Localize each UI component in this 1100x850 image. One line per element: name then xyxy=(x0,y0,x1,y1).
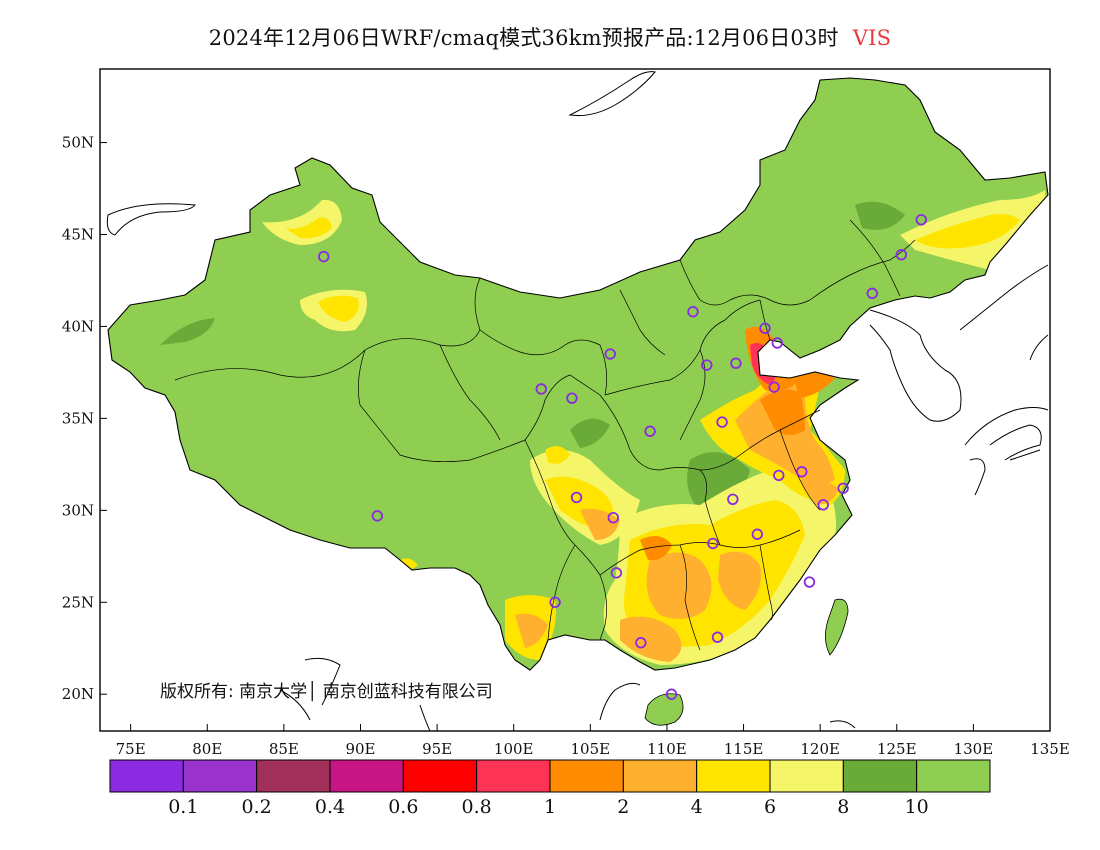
colorbar-label: 0.4 xyxy=(315,796,345,818)
station-marker xyxy=(570,491,583,504)
station-marker xyxy=(817,499,829,511)
station-marker xyxy=(915,214,927,226)
colorbar-swatch xyxy=(476,759,551,793)
station-marker xyxy=(771,337,783,349)
lon-tick-label: 110E xyxy=(647,740,687,758)
station-marker xyxy=(866,287,878,300)
china-border xyxy=(107,77,1049,671)
lon-tick-label: 130E xyxy=(954,740,994,758)
lon-tick-label: 95E xyxy=(422,740,452,758)
neighbor-coastlines xyxy=(106,71,1049,731)
map-axes: 50N 45N 40N 35N 30N 25N 20N 75E 80E 85E 90E 95E 100E… xyxy=(62,134,1070,758)
station-marker xyxy=(759,322,771,334)
colorbar-swatch xyxy=(842,759,918,793)
colorbar-label: 0.1 xyxy=(168,796,198,818)
colorbar-label: 10 xyxy=(905,796,929,818)
station-marker xyxy=(687,306,699,318)
colorbar-label: 0.2 xyxy=(242,796,272,818)
station-marker xyxy=(711,631,724,643)
station-marker xyxy=(665,688,678,700)
colorbar-swatch xyxy=(769,759,844,793)
lon-tick-label: 135E xyxy=(1030,740,1070,758)
province-boundaries xyxy=(174,219,916,651)
station-marker xyxy=(535,383,547,395)
colorbar-swatch xyxy=(916,759,991,793)
colorbar-swatch xyxy=(549,759,624,793)
lat-tick-label: 50N xyxy=(62,134,94,152)
lon-tick-label: 85E xyxy=(269,740,299,758)
colorbar-label: 8 xyxy=(837,796,849,818)
station-marker xyxy=(803,576,816,588)
lat-tick-label: 45N xyxy=(62,226,94,244)
lat-tick-label: 30N xyxy=(62,501,94,519)
station-marker xyxy=(895,249,908,261)
station-markers xyxy=(318,214,927,700)
station-marker xyxy=(318,250,330,263)
colorbar-label: 0.8 xyxy=(462,796,492,818)
colorbar-label: 1 xyxy=(544,796,556,818)
colorbar-swatch xyxy=(182,759,258,793)
map-frame xyxy=(99,68,1051,732)
title-main: 2024年12月06日WRF/cmaq模式36km预报产品:12月06日03时 xyxy=(208,26,839,50)
station-marker xyxy=(837,482,849,494)
colorbar: 0.1 0.2 0.4 0.6 0.8 1 2 4 6 8 10 xyxy=(109,759,991,818)
station-marker xyxy=(730,357,742,369)
lon-tick-label: 105E xyxy=(571,740,611,758)
station-marker xyxy=(607,511,620,524)
lon-tick-label: 90E xyxy=(345,740,375,758)
station-marker xyxy=(716,416,728,428)
station-marker xyxy=(751,528,764,540)
colorbar-swatch xyxy=(329,759,404,793)
station-marker xyxy=(371,510,384,522)
title-variable: VIS xyxy=(852,26,892,50)
station-marker xyxy=(796,466,808,478)
colorbar-swatch xyxy=(402,759,478,793)
colorbar-swatch xyxy=(696,759,771,793)
station-marker xyxy=(727,493,739,506)
lon-tick-label: 75E xyxy=(116,740,146,758)
colorbar-label: 6 xyxy=(764,796,776,818)
colorbar-label: 2 xyxy=(617,796,629,818)
station-marker xyxy=(773,469,785,482)
lon-tick-label: 100E xyxy=(494,740,534,758)
lon-tick-label: 115E xyxy=(724,740,764,758)
lat-tick-label: 35N xyxy=(62,409,94,427)
colorbar-label: 0.6 xyxy=(388,796,418,818)
station-marker xyxy=(701,359,713,371)
colorbar-label: 4 xyxy=(691,796,703,818)
hainan-island xyxy=(644,693,684,726)
station-marker xyxy=(635,637,647,649)
colorbar-swatch xyxy=(256,759,331,793)
lon-tick-label: 125E xyxy=(877,740,917,758)
station-marker xyxy=(549,596,561,608)
lon-tick-label: 80E xyxy=(192,740,222,758)
station-marker xyxy=(566,392,578,404)
colorbar-swatch xyxy=(622,759,698,793)
lon-tick-label: 120E xyxy=(800,740,840,758)
lat-tick-label: 25N xyxy=(62,593,94,611)
lat-tick-label: 20N xyxy=(62,685,94,703)
station-marker xyxy=(768,381,780,393)
station-marker xyxy=(604,348,616,360)
station-marker xyxy=(707,537,719,550)
taiwan-island xyxy=(825,598,849,656)
station-marker xyxy=(644,425,656,437)
copyright-text: 版权所有: 南京大学│ 南京创蓝科技有限公司 xyxy=(160,681,493,702)
lat-tick-label: 40N xyxy=(62,317,94,335)
map-title: 2024年12月06日WRF/cmaq模式36km预报产品:12月06日03时 V… xyxy=(0,22,1100,52)
station-marker xyxy=(610,567,623,579)
colorbar-swatch xyxy=(109,759,184,793)
